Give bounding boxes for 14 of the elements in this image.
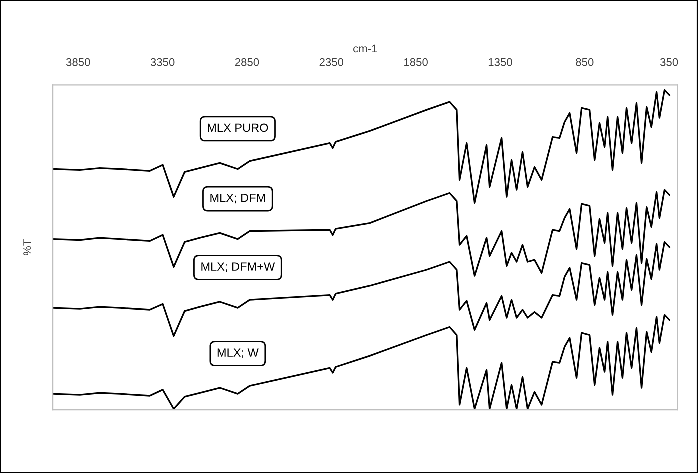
x-tick-label: 3350 bbox=[150, 58, 175, 66]
text: MLX PURO bbox=[208, 124, 268, 132]
x-tick-label: 350 bbox=[660, 58, 678, 66]
x-axis-title: cm-1 bbox=[354, 44, 378, 53]
text: MLX; DFM bbox=[210, 194, 266, 204]
x-tick-label: 1850 bbox=[404, 58, 428, 66]
text: MLX; W bbox=[218, 348, 259, 358]
x-tick-label: 2350 bbox=[320, 58, 344, 66]
x-tick-label: 2850 bbox=[235, 58, 260, 66]
x-tick-label: 850 bbox=[576, 58, 594, 66]
text: MLX; DFM+W bbox=[202, 262, 276, 272]
y-axis-title: %T bbox=[24, 240, 32, 256]
x-tick-label: 3850 bbox=[66, 58, 90, 66]
x-tick-label: 1350 bbox=[488, 58, 512, 66]
